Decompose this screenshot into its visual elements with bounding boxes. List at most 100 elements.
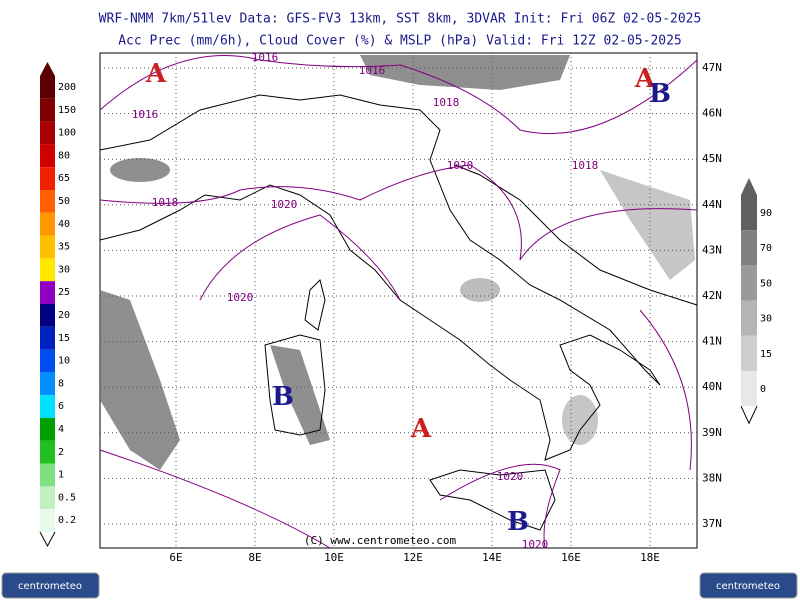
legend-swatch xyxy=(40,304,55,327)
legend-swatch xyxy=(40,76,55,99)
legend-swatch xyxy=(40,372,55,396)
lat-label: 45N xyxy=(702,152,722,165)
isobars xyxy=(99,55,698,549)
cloud-legend: 90 70 50 30 15 0 xyxy=(740,178,772,425)
legend-arrow xyxy=(40,62,55,76)
lon-label: 14E xyxy=(482,551,502,564)
legend-label: 4 xyxy=(58,424,64,435)
logo: centrometeo xyxy=(699,572,798,599)
map xyxy=(99,52,698,549)
legend-label: 0 xyxy=(760,384,766,395)
legend-swatch xyxy=(40,281,55,304)
isobar xyxy=(99,55,698,135)
legend-label: 15 xyxy=(58,333,70,344)
legend-label: 100 xyxy=(58,128,76,139)
isobar-label: 1016 xyxy=(252,51,279,64)
legend-label: 150 xyxy=(58,105,76,116)
logo-badge xyxy=(699,572,798,599)
legend-swatch xyxy=(40,463,55,487)
legend-label: 0.2 xyxy=(58,515,76,526)
isobar-label: 1020 xyxy=(447,159,474,172)
isobar xyxy=(99,449,331,549)
legend-swatch xyxy=(741,265,757,301)
coast xyxy=(429,469,556,531)
isobar xyxy=(99,164,698,261)
lat-label: 43N xyxy=(702,243,722,256)
lat-label: 42N xyxy=(702,289,722,302)
lat-label: 41N xyxy=(702,335,722,348)
lon-label: 16E xyxy=(561,551,581,564)
cloud xyxy=(460,278,500,302)
cloud-cover xyxy=(100,55,695,470)
isobar-label: 1020 xyxy=(227,291,254,304)
logo-badge xyxy=(1,572,100,599)
legend-swatch xyxy=(40,98,55,122)
logo: centrometeo xyxy=(1,572,100,599)
pressure-center: B xyxy=(272,382,294,412)
legend-swatch xyxy=(741,195,757,231)
legend-label: 1 xyxy=(58,470,64,481)
isobar xyxy=(439,463,561,549)
legend-arrow xyxy=(39,531,56,548)
legend-label: 2 xyxy=(58,447,64,458)
legend-swatch xyxy=(741,300,757,336)
legend-label: 20 xyxy=(58,310,70,321)
isobar-label: 1018 xyxy=(433,96,460,109)
legend-label: 10 xyxy=(58,356,70,367)
coast xyxy=(264,334,326,436)
legend-swatch xyxy=(40,440,55,464)
cloud xyxy=(110,158,170,182)
isobar-label: 1018 xyxy=(152,196,179,209)
isobar-label: 1020 xyxy=(497,470,524,483)
isobar-label: 1016 xyxy=(132,108,159,121)
pressure-center: B xyxy=(649,79,671,109)
isobar xyxy=(199,214,401,301)
legend-swatch xyxy=(40,258,55,282)
pressure-center: A xyxy=(634,64,656,94)
title: WRF-NMM 7km/51lev Data: GFS-FV3 13km, SS… xyxy=(99,12,702,27)
legend-label: 90 xyxy=(760,208,772,219)
legend-label: 50 xyxy=(760,278,772,289)
legend-swatch xyxy=(40,349,55,373)
legend-label: 80 xyxy=(58,150,70,161)
lat-label: 40N xyxy=(702,380,722,393)
pressure-center: B xyxy=(507,507,529,537)
legend-swatch xyxy=(40,212,55,236)
copyright: (C) www.centrometeo.com xyxy=(304,534,457,547)
lon-label: 10E xyxy=(324,551,344,564)
lon-label: 6E xyxy=(169,551,182,564)
legend-swatch xyxy=(40,144,55,168)
legend-label: 200 xyxy=(58,82,76,93)
logo-text: centrometeo xyxy=(18,581,82,592)
legend-label: 8 xyxy=(58,378,64,389)
lon-label: 18E xyxy=(640,551,660,564)
legend-swatch xyxy=(40,486,55,510)
legend-swatch xyxy=(741,230,757,266)
isobar-label: 1016 xyxy=(359,64,386,77)
coast xyxy=(99,94,661,461)
legend-label: 30 xyxy=(58,264,70,275)
legend-arrow xyxy=(741,178,757,195)
subtitle: Acc Prec (mm/6h), Cloud Cover (%) & MSLP… xyxy=(118,34,682,49)
legend-label: 40 xyxy=(58,219,70,230)
legend-label: 30 xyxy=(760,314,772,325)
isobar xyxy=(639,309,692,471)
legend-label: 50 xyxy=(58,196,70,207)
legend-swatch xyxy=(40,418,55,441)
pressure-center: A xyxy=(145,59,167,89)
legend-swatch xyxy=(40,235,55,259)
lat-label: 38N xyxy=(702,471,722,484)
legend-label: 6 xyxy=(58,401,64,412)
legend-label: 0.5 xyxy=(58,492,76,503)
legend-label: 35 xyxy=(58,242,70,253)
legend-label: 25 xyxy=(58,287,70,298)
cloud xyxy=(600,170,695,280)
legend-swatch xyxy=(40,121,55,145)
cloud xyxy=(270,345,330,445)
legend-swatch xyxy=(40,190,55,213)
lon-label: 12E xyxy=(403,551,423,564)
precip-legend: 200 150 100 80 65 50 40 35 30 25 20 15 10 8 6 4 2 1 0.5 0.2 xyxy=(39,62,76,548)
legend-swatch xyxy=(40,509,55,532)
cloud xyxy=(562,395,598,445)
